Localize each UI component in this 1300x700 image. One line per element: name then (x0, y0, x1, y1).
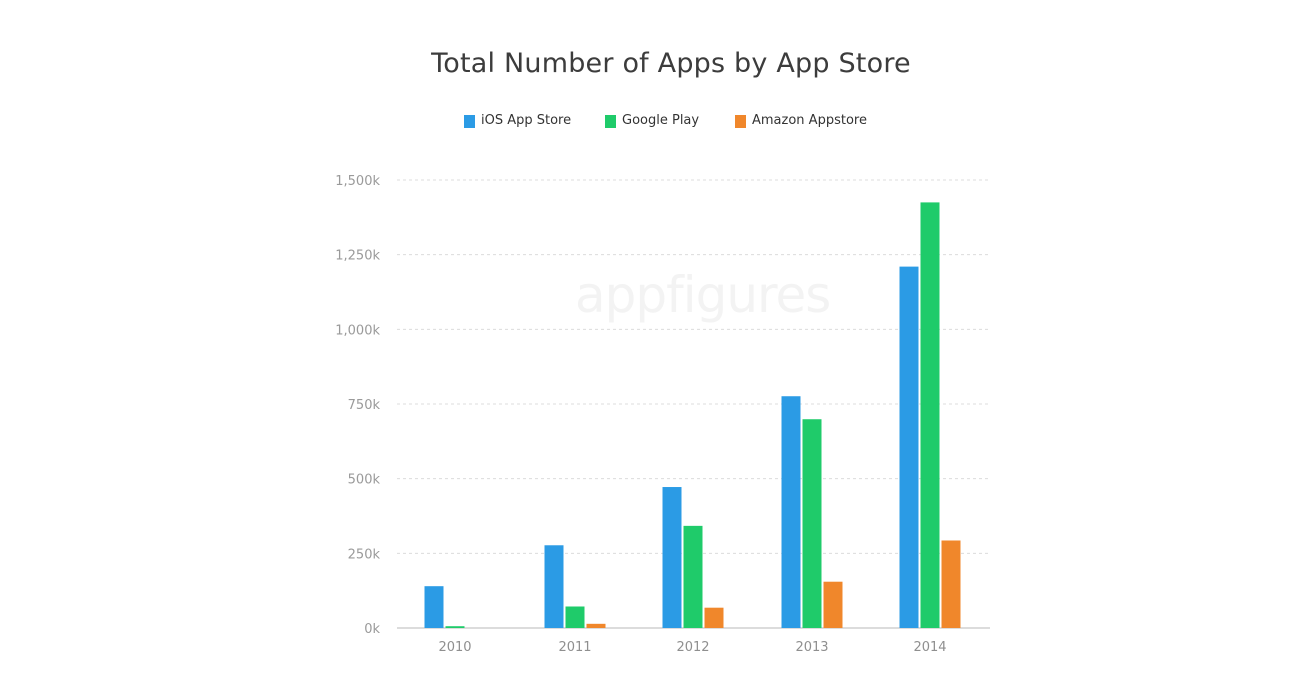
legend-label: Amazon Appstore (752, 113, 867, 128)
bar-ios-app-store-2010 (424, 586, 444, 628)
x-tick-label: 2012 (676, 640, 709, 655)
legend-label: Google Play (622, 113, 700, 128)
y-tick-label: 750k (348, 398, 381, 413)
x-tick-label: 2010 (438, 640, 471, 655)
bar-amazon-appstore-2014 (941, 540, 961, 628)
watermark: appfigures (575, 266, 831, 324)
bar-google-play-2014 (920, 202, 940, 628)
chart-title: Total Number of Apps by App Store (431, 48, 911, 79)
legend-swatch (605, 115, 616, 128)
y-tick-label: 1,500k (335, 174, 380, 189)
bar-google-play-2012 (683, 525, 703, 628)
bar-ios-app-store-2014 (899, 266, 919, 628)
legend-label: iOS App Store (481, 113, 572, 128)
x-tick-label: 2014 (913, 640, 946, 655)
bar-ios-app-store-2012 (662, 487, 682, 628)
y-tick-label: 0k (364, 622, 380, 637)
y-tick-label: 1,000k (335, 323, 380, 338)
y-tick-label: 250k (348, 547, 381, 562)
legend-swatch (735, 115, 746, 128)
bar-google-play-2011 (565, 606, 585, 628)
bar-amazon-appstore-2011 (586, 623, 606, 628)
bar-ios-app-store-2011 (544, 545, 564, 628)
bar-google-play-2013 (802, 419, 822, 628)
legend-swatch (464, 115, 475, 128)
bar-google-play-2010 (445, 626, 465, 628)
x-tick-label: 2013 (795, 640, 828, 655)
bar-amazon-appstore-2012 (704, 607, 724, 628)
x-tick-label: 2011 (558, 640, 591, 655)
y-tick-label: 500k (348, 473, 381, 488)
bar-amazon-appstore-2013 (823, 581, 843, 628)
y-tick-label: 1,250k (335, 249, 380, 264)
bar-ios-app-store-2013 (781, 396, 801, 628)
